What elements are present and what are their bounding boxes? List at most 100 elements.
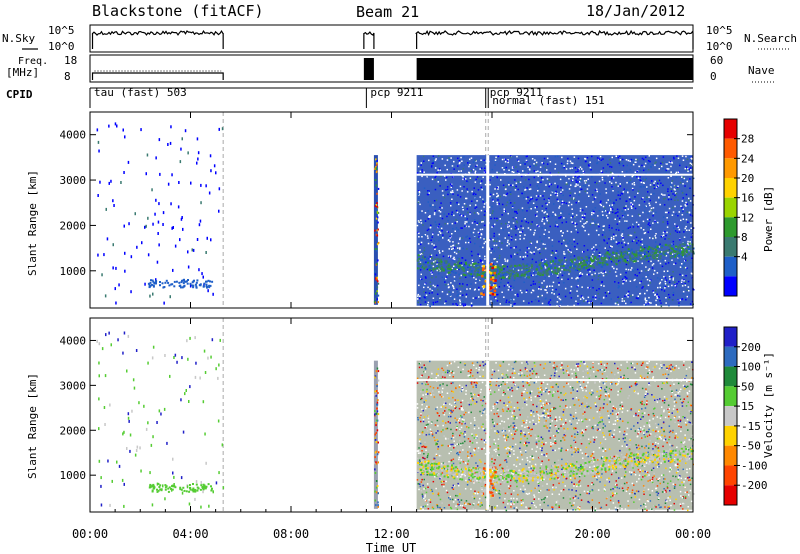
echo-speck bbox=[577, 231, 579, 234]
band-echo bbox=[653, 251, 656, 254]
band-echo bbox=[442, 269, 445, 272]
band-echo bbox=[619, 250, 622, 253]
echo-speck bbox=[685, 225, 687, 228]
echo-speck bbox=[643, 185, 645, 188]
echo-speck bbox=[460, 390, 463, 393]
echo-speck bbox=[567, 157, 569, 160]
band-echo bbox=[432, 267, 435, 270]
echo-speck bbox=[585, 265, 588, 267]
echo-speck bbox=[434, 188, 437, 191]
echo-speck bbox=[535, 195, 538, 197]
echo-speck bbox=[537, 225, 539, 227]
echo-early bbox=[108, 181, 110, 185]
echo-speck bbox=[554, 256, 556, 259]
band-echo bbox=[688, 248, 691, 251]
band-echo bbox=[447, 267, 450, 270]
echo-speck bbox=[482, 199, 484, 202]
echo-speck bbox=[562, 469, 564, 471]
echo-speck bbox=[617, 211, 619, 213]
echo-speck bbox=[651, 209, 653, 211]
echo-speck bbox=[479, 168, 481, 170]
echo-speck bbox=[525, 451, 527, 453]
echo-speck bbox=[433, 396, 436, 398]
echo-speck bbox=[594, 181, 596, 184]
echo-speck bbox=[680, 388, 682, 390]
echo-speck bbox=[522, 491, 525, 493]
echo-speck bbox=[423, 220, 425, 223]
echo-early bbox=[145, 427, 148, 431]
echo-early bbox=[221, 127, 224, 131]
echo-speck bbox=[521, 362, 523, 364]
echo-speck bbox=[508, 225, 510, 227]
band-echo bbox=[652, 247, 654, 250]
band-echo bbox=[664, 243, 667, 246]
echo-speck bbox=[668, 161, 671, 163]
echo-speck bbox=[585, 454, 588, 456]
pcp-burst-echo bbox=[376, 243, 379, 246]
pcp-burst-echo bbox=[376, 205, 378, 208]
echo-speck bbox=[608, 395, 610, 398]
echo-speck bbox=[630, 362, 633, 365]
echo-speck bbox=[621, 401, 623, 404]
band-echo bbox=[458, 264, 461, 267]
echo-speck bbox=[619, 260, 622, 262]
echo-speck bbox=[624, 276, 627, 279]
pcp-burst-echo bbox=[376, 210, 379, 213]
echo-speck bbox=[646, 401, 648, 403]
echo-speck bbox=[574, 167, 577, 169]
band-echo bbox=[423, 257, 426, 260]
echo-early bbox=[114, 287, 116, 291]
echo-speck bbox=[599, 421, 601, 423]
echo-speck bbox=[670, 276, 672, 278]
echo-speck bbox=[484, 238, 487, 240]
pcp-burst-echo bbox=[374, 499, 376, 502]
echo-speck bbox=[449, 236, 451, 239]
echo-speck bbox=[433, 247, 436, 249]
echo-speck bbox=[443, 414, 446, 416]
echo-early-band bbox=[173, 285, 176, 288]
band-echo bbox=[639, 251, 642, 254]
echo-speck bbox=[442, 369, 445, 371]
echo-speck bbox=[659, 436, 662, 438]
echo-early bbox=[164, 354, 166, 357]
ytick-label-1: 2000 bbox=[60, 219, 87, 232]
echo-speck bbox=[483, 206, 485, 208]
echo-speck bbox=[642, 178, 644, 180]
echo-early bbox=[178, 181, 180, 184]
echo-early-band bbox=[157, 482, 160, 485]
echo-speck bbox=[488, 206, 491, 208]
echo-speck bbox=[564, 257, 566, 259]
band-echo bbox=[455, 266, 458, 269]
echo-speck bbox=[459, 161, 461, 164]
echo-speck bbox=[587, 233, 590, 236]
echo-speck bbox=[674, 435, 677, 437]
echo-speck bbox=[594, 402, 596, 404]
echo-speck bbox=[431, 272, 433, 274]
echo-speck bbox=[654, 294, 656, 296]
echo-speck bbox=[685, 201, 687, 204]
band-echo bbox=[678, 246, 681, 249]
echo-speck bbox=[512, 473, 514, 475]
echo-speck bbox=[547, 303, 549, 306]
echo-early bbox=[167, 182, 170, 186]
echo-speck bbox=[680, 205, 682, 207]
band-echo bbox=[685, 251, 688, 254]
echo-early bbox=[121, 478, 124, 482]
echo-speck bbox=[636, 363, 638, 365]
echo-speck bbox=[652, 237, 655, 239]
echo-speck bbox=[459, 299, 461, 301]
echo-speck bbox=[650, 193, 652, 195]
echo-speck bbox=[453, 276, 456, 278]
echo-speck bbox=[591, 482, 593, 484]
echo-speck bbox=[536, 206, 538, 208]
echo-speck bbox=[417, 417, 419, 419]
echo-speck bbox=[578, 419, 580, 421]
echo-speck bbox=[513, 171, 515, 173]
echo-speck bbox=[669, 198, 672, 200]
echo-speck bbox=[685, 205, 687, 207]
band-echo bbox=[680, 247, 683, 250]
echo-speck bbox=[627, 482, 630, 485]
echo-speck bbox=[689, 214, 692, 216]
echo-early bbox=[97, 194, 99, 197]
echo-speck bbox=[529, 229, 532, 231]
